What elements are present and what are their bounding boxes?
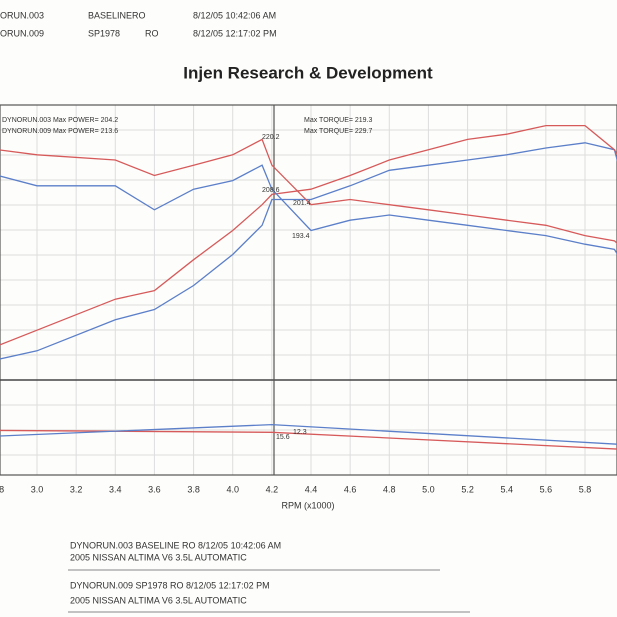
annotation: 15.6 <box>276 434 290 441</box>
footer-text: 2005 NISSAN ALTIMA V6 3.5L AUTOMATIC <box>70 552 247 562</box>
x-tick-label: 2.8 <box>0 484 4 494</box>
header-text: 8/12/05 10:42:06 AM <box>193 10 276 20</box>
x-tick-label: 3.2 <box>70 484 83 494</box>
series-line <box>0 142 617 360</box>
annotation: 12.3 <box>293 429 307 436</box>
footer-text: DYNORUN.003 BASELINE RO 8/12/05 10:42:06… <box>70 540 281 550</box>
x-tick-label: 4.8 <box>383 484 396 494</box>
x-tick-label: 5.8 <box>579 484 592 494</box>
series-line <box>0 164 617 255</box>
series-line <box>0 138 617 244</box>
x-tick-label: 3.6 <box>148 484 161 494</box>
grid <box>0 105 617 475</box>
series-line <box>0 423 617 445</box>
series-line <box>0 124 617 346</box>
header-text: RO <box>145 28 159 38</box>
x-tick-label: 4.4 <box>305 484 318 494</box>
x-tick-label: 3.4 <box>109 484 122 494</box>
x-tick-label: 5.4 <box>500 484 513 494</box>
header-text: ORUN.009 <box>0 28 44 38</box>
legend-entry: DYNORUN.009 Max POWER= 213.6 <box>2 128 118 135</box>
labels: 2.8 3.0 3.2 3.4 3.6 3.8 4.0 4.2 4.4 4.6 4.8 5.0 5.2 5… <box>0 117 592 495</box>
legend-entry: Max TORQUE= 219.3 <box>304 117 373 124</box>
header-text: ORUN.003 <box>0 10 44 20</box>
annotation: 193.4 <box>292 233 310 240</box>
annotation: 220.2 <box>262 134 280 141</box>
plot-frame <box>0 104 617 476</box>
chart-title: Injen Research & Development <box>183 63 433 82</box>
series-line <box>0 429 617 450</box>
footer-text: 2005 NISSAN ALTIMA V6 3.5L AUTOMATIC <box>70 595 247 605</box>
header-text: SP1978 <box>88 28 120 38</box>
annotation: 208.6 <box>262 187 280 194</box>
x-tick-label: 4.0 <box>226 484 239 494</box>
footer-text: DYNORUN.009 SP1978 RO 8/12/05 12:17:02 P… <box>70 580 270 590</box>
annotation: 201.4 <box>293 200 311 207</box>
x-axis-label: RPM (x1000) <box>281 500 334 510</box>
x-tick-label: 3.0 <box>31 484 44 494</box>
legend-entry: DYNORUN.003 Max POWER= 204.2 <box>2 117 118 124</box>
legend-entry: Max TORQUE= 229.7 <box>304 128 373 135</box>
lines <box>0 124 617 450</box>
x-tick-label: 5.2 <box>461 484 474 494</box>
x-tick-label: 4.2 <box>266 484 279 494</box>
header-text: BASELINERO <box>88 10 146 20</box>
x-tick-label: 4.6 <box>344 484 357 494</box>
header-text: 8/12/05 12:17:02 PM <box>193 28 277 38</box>
x-tick-label: 5.0 <box>422 484 435 494</box>
x-tick-label: 3.8 <box>187 484 200 494</box>
x-tick-label: 5.6 <box>540 484 553 494</box>
